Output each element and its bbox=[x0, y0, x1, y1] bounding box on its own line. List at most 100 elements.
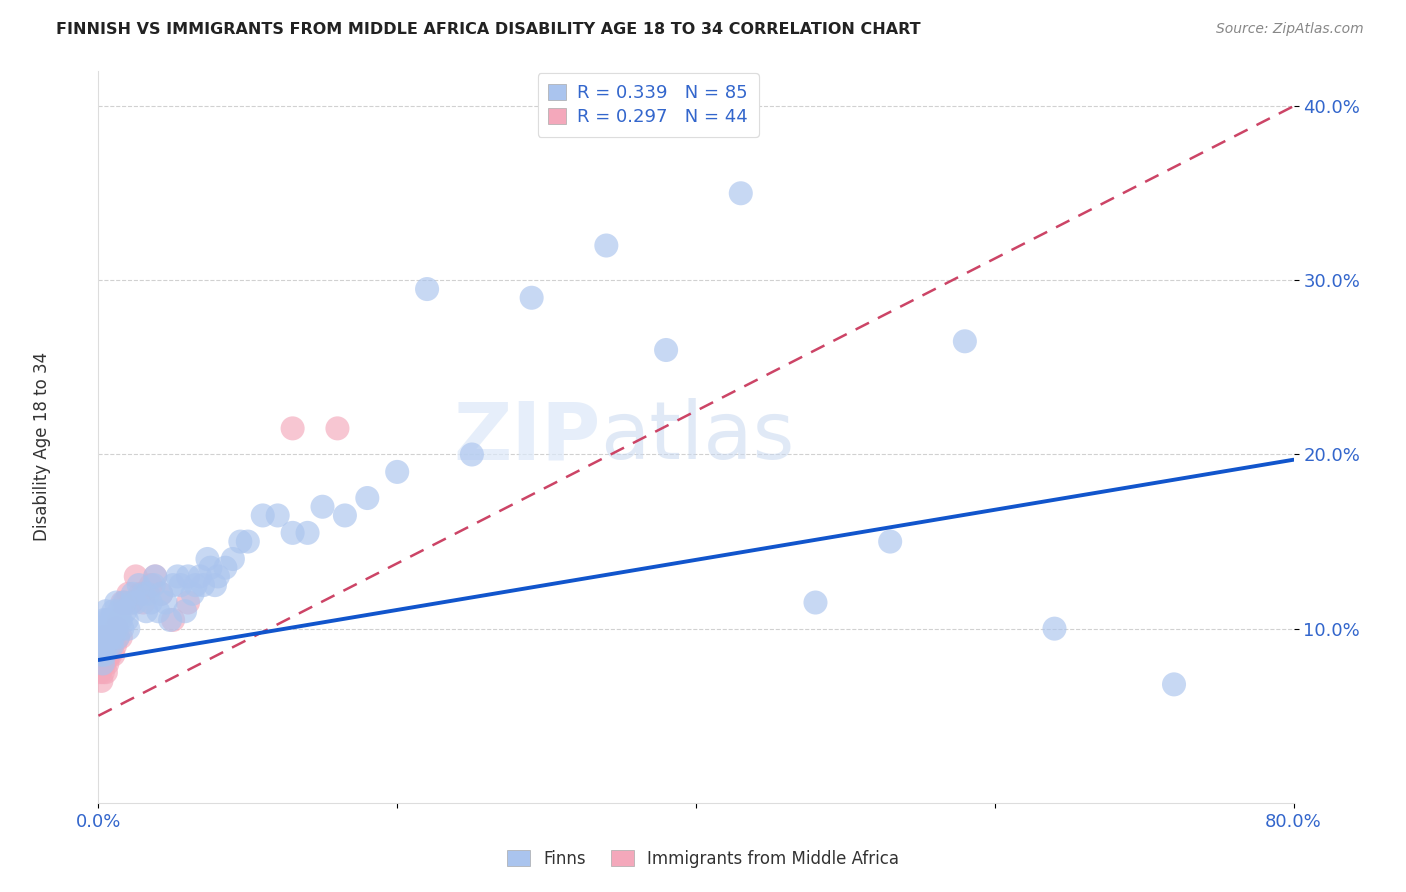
Point bbox=[166, 569, 188, 583]
Point bbox=[98, 648, 122, 662]
Point bbox=[104, 613, 127, 627]
Point bbox=[181, 587, 204, 601]
Legend: Finns, Immigrants from Middle Africa: Finns, Immigrants from Middle Africa bbox=[501, 844, 905, 875]
Point bbox=[105, 622, 128, 636]
Point bbox=[89, 665, 111, 680]
Point bbox=[184, 578, 207, 592]
Point bbox=[143, 569, 166, 583]
Point bbox=[94, 665, 117, 680]
Point bbox=[97, 622, 120, 636]
Point bbox=[595, 238, 617, 252]
Point bbox=[104, 639, 127, 653]
Text: Source: ZipAtlas.com: Source: ZipAtlas.com bbox=[1216, 22, 1364, 37]
Point bbox=[132, 587, 155, 601]
Point bbox=[101, 631, 124, 645]
Point bbox=[112, 595, 135, 609]
Point bbox=[90, 657, 112, 671]
Point bbox=[91, 622, 114, 636]
Point bbox=[89, 639, 111, 653]
Point bbox=[229, 534, 252, 549]
Point bbox=[98, 631, 122, 645]
Point bbox=[93, 613, 115, 627]
Point bbox=[120, 595, 142, 609]
Point bbox=[94, 631, 117, 645]
Point bbox=[150, 587, 173, 601]
Point bbox=[89, 657, 111, 671]
Point bbox=[125, 569, 148, 583]
Point bbox=[297, 525, 319, 540]
Point bbox=[177, 595, 200, 609]
Point bbox=[416, 282, 439, 296]
Point bbox=[101, 639, 124, 653]
Point bbox=[150, 587, 173, 601]
Point bbox=[385, 465, 409, 479]
Point bbox=[132, 595, 155, 609]
Point bbox=[125, 595, 148, 609]
Point bbox=[117, 622, 139, 636]
Point bbox=[129, 587, 152, 601]
Point bbox=[101, 622, 124, 636]
Text: Disability Age 18 to 34: Disability Age 18 to 34 bbox=[34, 351, 51, 541]
Point bbox=[93, 657, 115, 671]
Point bbox=[356, 491, 378, 505]
Point bbox=[89, 631, 111, 645]
Text: ZIP: ZIP bbox=[453, 398, 600, 476]
Point bbox=[333, 508, 356, 523]
Point bbox=[94, 639, 117, 653]
Point bbox=[520, 291, 543, 305]
Point bbox=[222, 552, 245, 566]
Point bbox=[197, 552, 219, 566]
Point bbox=[97, 631, 120, 645]
Point bbox=[128, 578, 150, 592]
Point bbox=[281, 525, 304, 540]
Point bbox=[107, 631, 129, 645]
Point bbox=[96, 631, 118, 645]
Point bbox=[111, 622, 134, 636]
Point bbox=[655, 343, 678, 357]
Point bbox=[97, 639, 120, 653]
Point bbox=[103, 604, 125, 618]
Point bbox=[96, 639, 118, 653]
Point bbox=[169, 578, 191, 592]
Point bbox=[108, 613, 131, 627]
Point bbox=[90, 639, 112, 653]
Point bbox=[96, 613, 118, 627]
Point bbox=[143, 569, 166, 583]
Point bbox=[214, 560, 236, 574]
Legend: R = 0.339   N = 85, R = 0.297   N = 44: R = 0.339 N = 85, R = 0.297 N = 44 bbox=[537, 73, 759, 136]
Point bbox=[107, 631, 129, 645]
Point bbox=[148, 604, 170, 618]
Point bbox=[110, 613, 132, 627]
Point bbox=[103, 631, 125, 645]
Point bbox=[326, 421, 349, 435]
Point bbox=[98, 639, 122, 653]
Point bbox=[111, 595, 134, 609]
Point bbox=[200, 560, 222, 574]
Point bbox=[155, 595, 177, 609]
Point bbox=[311, 500, 333, 514]
Point bbox=[1043, 622, 1066, 636]
Point bbox=[91, 631, 114, 645]
Point bbox=[136, 587, 159, 601]
Point bbox=[89, 648, 111, 662]
Point bbox=[91, 639, 114, 653]
Point bbox=[98, 613, 122, 627]
Point bbox=[97, 648, 120, 662]
Point bbox=[90, 622, 112, 636]
Point bbox=[177, 569, 200, 583]
Point bbox=[804, 595, 827, 609]
Point bbox=[953, 334, 976, 349]
Point bbox=[108, 604, 131, 618]
Point bbox=[879, 534, 901, 549]
Point bbox=[93, 631, 115, 645]
Point bbox=[93, 648, 115, 662]
Point bbox=[1163, 677, 1185, 691]
Point bbox=[207, 569, 229, 583]
Point bbox=[162, 578, 184, 592]
Point bbox=[461, 448, 484, 462]
Point bbox=[90, 631, 112, 645]
Point bbox=[204, 578, 226, 592]
Point bbox=[252, 508, 274, 523]
Point bbox=[281, 421, 304, 435]
Point bbox=[159, 613, 181, 627]
